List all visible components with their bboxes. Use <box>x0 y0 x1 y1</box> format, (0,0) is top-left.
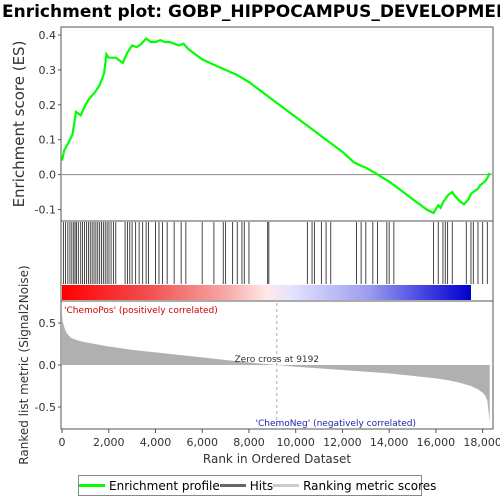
legend-item-ranking: Ranking metric scores <box>273 479 436 493</box>
legend-item-hits: Hits <box>219 478 274 493</box>
ranking-bar <box>62 285 471 300</box>
legend: Enrichment profile Hits Ranking metric s… <box>78 475 436 496</box>
plot-title: Enrichment plot: GOBP_HIPPOCAMPUS_DEVELO… <box>2 2 500 22</box>
es-y-axis-label: Enrichment score (ES) <box>10 41 28 208</box>
xtick-label: 14,000 <box>370 436 409 449</box>
legend-item-enrichment: Enrichment profile <box>79 479 220 493</box>
xtick-label: 16,000 <box>417 436 456 449</box>
xtick-label: 12,000 <box>323 436 362 449</box>
xtick-label: 2,000 <box>93 436 125 449</box>
legend-label-ranking: Ranking metric scores <box>303 478 437 493</box>
legend-label-hits: Hits <box>249 478 274 493</box>
legend-swatch-ranking <box>273 484 300 487</box>
metric-y-axis-label: Ranked list metric (Signal2Noise) <box>17 265 31 464</box>
es-ytick-label: 0.3 <box>39 64 57 77</box>
xtick-label: 6,000 <box>186 436 218 449</box>
xtick-label: 10,000 <box>276 436 315 449</box>
zero-cross-label: Zero cross at 9192 <box>235 355 320 365</box>
xtick-label: 4,000 <box>140 436 172 449</box>
xtick-label: 0 <box>59 436 66 449</box>
xtick-label: 8,000 <box>233 436 265 449</box>
legend-swatch-hits <box>219 484 246 487</box>
enrichment-profile-line <box>60 37 491 215</box>
metric-ytick-label: -0.5 <box>35 401 56 414</box>
x-axis-label: Rank in Ordered Dataset <box>203 452 351 466</box>
neg-label: 'ChemoNeg' (negatively correlated) <box>256 419 417 429</box>
metric-ytick-label: 0.0 <box>39 359 57 372</box>
legend-swatch-enrichment <box>79 484 105 487</box>
es-ytick-label: 0.4 <box>39 29 57 42</box>
es-ytick-label: -0.1 <box>35 204 56 217</box>
es-ytick-label: 0.0 <box>39 169 57 182</box>
metric-ytick-label: 0.5 <box>39 317 57 330</box>
ranking-metric-area <box>62 314 490 423</box>
es-ytick-label: 0.2 <box>39 99 57 112</box>
legend-label-enrichment: Enrichment profile <box>109 478 220 493</box>
es-ytick-label: 0.1 <box>39 134 57 147</box>
pos-label: 'ChemoPos' (positively correlated) <box>64 306 218 316</box>
xtick-label: 18,000 <box>463 436 500 449</box>
